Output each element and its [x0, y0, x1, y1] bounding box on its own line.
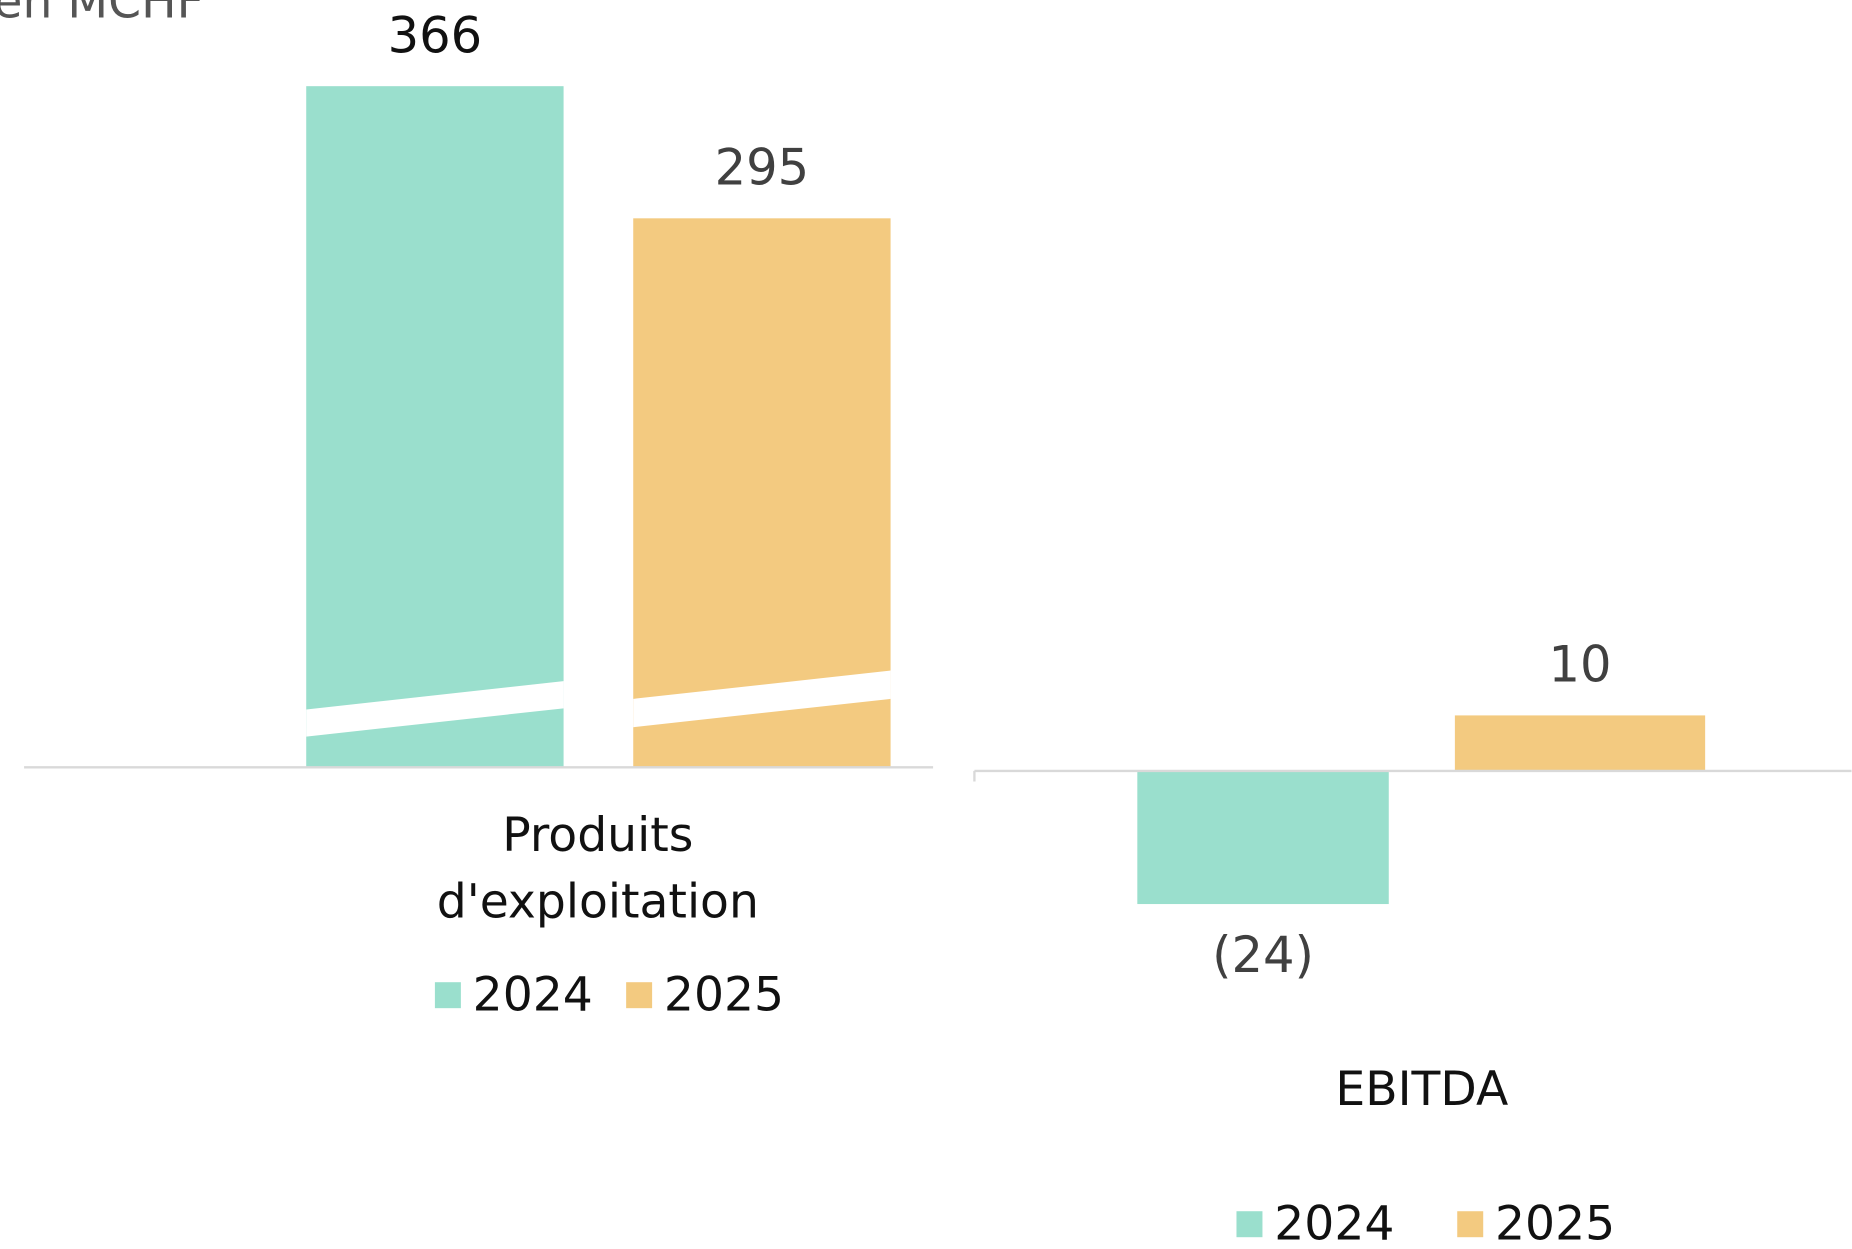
axis-break	[306, 681, 564, 737]
data-label: 366	[388, 6, 483, 64]
x-tick-label: EBITDA	[1335, 1062, 1509, 1117]
legend-swatch	[1457, 1211, 1484, 1238]
y-axis-label: en MCHF	[0, 0, 204, 30]
bar	[1454, 715, 1706, 771]
legend-swatch	[434, 982, 461, 1009]
legend-swatch	[626, 982, 653, 1009]
bar	[1137, 770, 1389, 905]
legend-label: 2025	[664, 968, 784, 1023]
x-tick-label: Produits d'exploitation	[436, 808, 759, 930]
category-label-box: EBITDA	[1335, 1062, 1509, 1117]
bar	[306, 86, 564, 768]
legend-label: 2024	[1274, 1197, 1394, 1249]
data-label: 10	[1548, 636, 1611, 694]
legend-label: 2024	[473, 968, 593, 1023]
legend-swatch	[1236, 1211, 1263, 1238]
data-label: (24)	[1212, 926, 1314, 984]
axis-break	[633, 670, 891, 728]
legend-label: 2025	[1495, 1197, 1615, 1249]
category-label-box: Produits d'exploitation	[436, 808, 759, 930]
data-label: 295	[715, 139, 810, 197]
